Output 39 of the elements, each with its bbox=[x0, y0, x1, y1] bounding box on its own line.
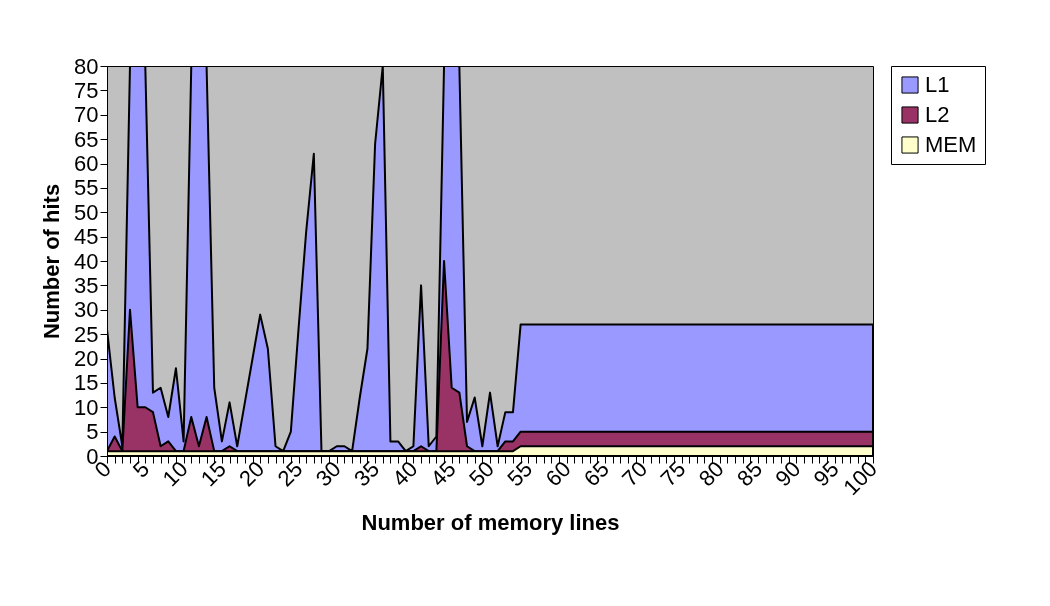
legend-label: L2 bbox=[925, 102, 950, 127]
y-tick-label: 50 bbox=[74, 199, 99, 225]
y-tick-label: 75 bbox=[74, 77, 99, 103]
y-tick-label: 20 bbox=[74, 346, 99, 371]
y-tick-label: 65 bbox=[74, 126, 99, 152]
y-tick-label: 5 bbox=[86, 419, 99, 445]
y-tick-label: 70 bbox=[74, 102, 99, 128]
x-tick-label: 65 bbox=[578, 456, 614, 492]
x-tick-label: 90 bbox=[770, 456, 806, 492]
x-tick-label: 40 bbox=[387, 456, 423, 492]
y-axis-title: Number of hits bbox=[39, 183, 65, 340]
y-tick-label: 30 bbox=[74, 297, 99, 323]
y-tick-label: 80 bbox=[74, 53, 99, 79]
x-tick-label: 80 bbox=[693, 456, 729, 492]
y-tick-label: 55 bbox=[74, 175, 99, 201]
x-tick-label: 20 bbox=[234, 456, 270, 492]
legend-label: L1 bbox=[925, 72, 950, 97]
x-tick-label: 10 bbox=[157, 456, 193, 492]
y-tick-label: 25 bbox=[74, 321, 99, 347]
x-tick-label: 85 bbox=[732, 456, 768, 492]
x-tick-label: 45 bbox=[425, 456, 461, 492]
y-tick-label: 35 bbox=[74, 272, 99, 298]
x-tick-label: 70 bbox=[617, 456, 653, 492]
y-tick-label: 60 bbox=[74, 151, 99, 176]
x-tick-label: 35 bbox=[349, 456, 385, 492]
x-tick-label: 30 bbox=[310, 456, 346, 492]
x-tick-label: 75 bbox=[655, 456, 691, 492]
x-tick-label: 60 bbox=[540, 456, 576, 492]
y-tick-label: 40 bbox=[74, 248, 99, 274]
x-tick-label: 25 bbox=[272, 456, 308, 492]
x-tick-label: 5 bbox=[127, 456, 155, 483]
legend-label: MEM bbox=[925, 132, 977, 157]
x-tick-label: 50 bbox=[463, 456, 499, 492]
y-tick-label: 10 bbox=[74, 394, 99, 420]
y-tick-label: 15 bbox=[74, 370, 99, 396]
x-tick-label: 15 bbox=[195, 456, 231, 492]
y-tick-label: 45 bbox=[74, 224, 99, 250]
x-axis-title: Number of memory lines bbox=[361, 510, 620, 536]
x-tick-label: 55 bbox=[502, 456, 538, 492]
